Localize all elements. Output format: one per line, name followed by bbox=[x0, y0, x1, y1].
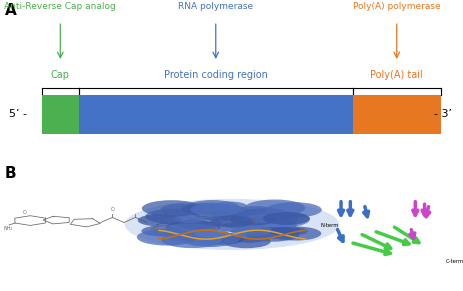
Bar bbox=[352, 95, 440, 134]
Text: A: A bbox=[5, 3, 16, 18]
Text: NH₂: NH₂ bbox=[150, 226, 160, 231]
Circle shape bbox=[138, 214, 181, 226]
Circle shape bbox=[231, 221, 295, 238]
Bar bbox=[42, 95, 79, 134]
Circle shape bbox=[187, 236, 223, 246]
Circle shape bbox=[161, 231, 222, 248]
Text: Poly(A) tail: Poly(A) tail bbox=[369, 70, 422, 80]
Text: N-term: N-term bbox=[319, 223, 338, 228]
Circle shape bbox=[279, 228, 307, 235]
Circle shape bbox=[213, 202, 246, 211]
Circle shape bbox=[180, 231, 239, 247]
Circle shape bbox=[266, 228, 293, 235]
Circle shape bbox=[190, 203, 239, 217]
Circle shape bbox=[165, 234, 191, 241]
Circle shape bbox=[222, 235, 270, 248]
Text: O: O bbox=[110, 207, 114, 212]
Circle shape bbox=[210, 215, 254, 228]
Circle shape bbox=[262, 233, 286, 239]
Circle shape bbox=[245, 214, 278, 223]
Text: RNA polymerase: RNA polymerase bbox=[178, 2, 253, 11]
Circle shape bbox=[142, 200, 201, 217]
Circle shape bbox=[194, 229, 228, 238]
Circle shape bbox=[181, 218, 222, 229]
Circle shape bbox=[231, 225, 275, 237]
Circle shape bbox=[236, 208, 291, 223]
Circle shape bbox=[244, 200, 305, 216]
Circle shape bbox=[174, 215, 204, 223]
Text: Poly(A) polymerase: Poly(A) polymerase bbox=[352, 2, 439, 11]
Circle shape bbox=[263, 212, 309, 225]
Circle shape bbox=[165, 220, 220, 235]
Circle shape bbox=[231, 233, 267, 243]
Circle shape bbox=[209, 209, 240, 218]
Circle shape bbox=[265, 202, 321, 218]
Text: B: B bbox=[5, 166, 16, 180]
Ellipse shape bbox=[125, 199, 338, 250]
Circle shape bbox=[219, 218, 250, 227]
Circle shape bbox=[268, 231, 299, 239]
Text: OH: OH bbox=[251, 222, 258, 228]
Circle shape bbox=[181, 205, 213, 214]
Text: Anti-Reverse Cap analog: Anti-Reverse Cap analog bbox=[5, 2, 116, 11]
Circle shape bbox=[175, 220, 211, 230]
Circle shape bbox=[229, 213, 275, 226]
Text: Protein coding region: Protein coding region bbox=[163, 70, 267, 80]
Circle shape bbox=[251, 219, 296, 231]
Circle shape bbox=[235, 213, 259, 220]
Circle shape bbox=[234, 214, 257, 221]
Circle shape bbox=[151, 228, 181, 237]
Circle shape bbox=[191, 204, 250, 221]
Text: OH: OH bbox=[251, 218, 258, 223]
Circle shape bbox=[217, 223, 250, 232]
Circle shape bbox=[163, 210, 189, 217]
Circle shape bbox=[268, 227, 299, 235]
Circle shape bbox=[233, 206, 280, 219]
Circle shape bbox=[200, 233, 244, 245]
Text: C-term: C-term bbox=[444, 259, 463, 264]
Circle shape bbox=[200, 204, 228, 212]
Text: O: O bbox=[170, 210, 174, 215]
Circle shape bbox=[188, 203, 225, 213]
Text: - 3’: - 3’ bbox=[433, 109, 451, 119]
Text: Cap: Cap bbox=[51, 70, 69, 80]
Circle shape bbox=[237, 211, 297, 228]
Text: 5’ -: 5’ - bbox=[9, 109, 27, 119]
Circle shape bbox=[250, 211, 309, 228]
Circle shape bbox=[163, 223, 218, 239]
Circle shape bbox=[265, 225, 300, 235]
Text: NH₂: NH₂ bbox=[3, 226, 13, 231]
Bar bbox=[79, 95, 352, 134]
Circle shape bbox=[270, 226, 320, 241]
Circle shape bbox=[233, 225, 271, 236]
Circle shape bbox=[145, 209, 200, 224]
Text: O: O bbox=[23, 210, 27, 215]
Circle shape bbox=[245, 227, 299, 242]
Circle shape bbox=[160, 203, 206, 216]
Circle shape bbox=[185, 200, 239, 215]
Circle shape bbox=[137, 229, 197, 246]
Circle shape bbox=[141, 226, 181, 236]
